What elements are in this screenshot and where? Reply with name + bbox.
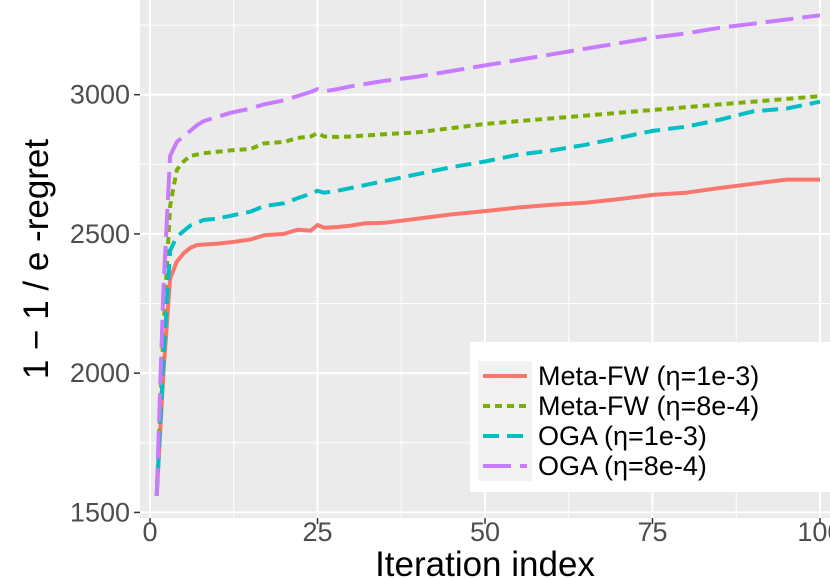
x-axis-title: Iteration index xyxy=(375,545,595,579)
series-layer xyxy=(154,13,821,496)
y-tick-label: 2000 xyxy=(70,358,130,388)
legend-label-2: Meta-FW (η=8e-4) xyxy=(538,391,759,421)
series-line-3 xyxy=(154,99,821,496)
y-tick-label: 3000 xyxy=(70,80,130,110)
x-tick-label: 0 xyxy=(143,517,158,547)
x-tick-label: 75 xyxy=(637,517,667,547)
y-tick-label: 1500 xyxy=(70,497,130,527)
y-tick-labels: 1500 2000 2500 3000 xyxy=(70,80,130,528)
x-tick-label: 50 xyxy=(470,517,500,547)
legend-label-4: OGA (η=8e-4) xyxy=(538,451,707,481)
legend: Meta-FW (η=1e-3)Meta-FW (η=8e-4)OGA (η=1… xyxy=(470,342,830,492)
series-line-2 xyxy=(154,94,821,496)
y-axis-title: 1 − 1 / e -regret xyxy=(17,139,56,380)
y-tick-label: 2500 xyxy=(70,219,130,249)
series-line-1 xyxy=(154,177,820,496)
x-tick-label: 25 xyxy=(303,517,333,547)
x-tick-label: 100 xyxy=(797,517,830,547)
x-tick-labels: 0 25 50 75 100 xyxy=(143,517,830,547)
legend-label-3: OGA (η=1e-3) xyxy=(538,421,707,451)
axis-ticks xyxy=(134,93,821,524)
legend-label-1: Meta-FW (η=1e-3) xyxy=(538,361,759,391)
series-line-4 xyxy=(154,13,821,496)
